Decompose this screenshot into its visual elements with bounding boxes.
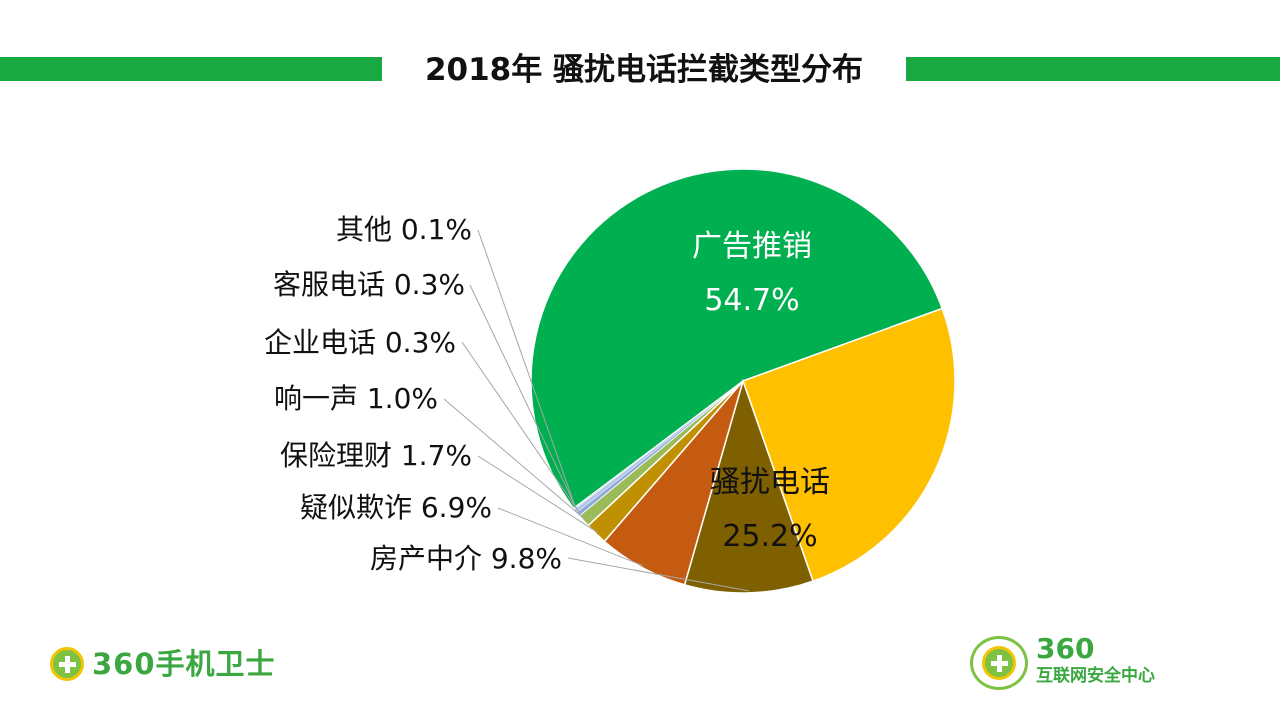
pie-slice-1 [530, 168, 944, 510]
leader-line-8 [469, 284, 578, 510]
pie-slice-9 [573, 380, 744, 510]
slice-label-6: 响一声 1.0% [274, 382, 438, 415]
plus-shield-icon [982, 646, 1016, 680]
360-security-center-logo: 360 互联网安全中心 [970, 634, 1210, 694]
slice-label-9: 其他 0.1% [336, 213, 472, 246]
slice-label-7: 企业电话 0.3% [264, 326, 456, 359]
chart-title: 2018年 骚扰电话拦截类型分布 [424, 52, 864, 88]
title-bar-left [0, 57, 382, 81]
slice-label-1: 广告推销 [692, 229, 812, 264]
logo-right-text: 互联网安全中心 [1036, 666, 1155, 686]
leader-line-7 [461, 341, 580, 514]
slice-label-8: 客服电话 0.3% [273, 268, 465, 301]
slice-label-3: 房产中介 9.8% [370, 542, 562, 575]
leader-line-3 [567, 557, 750, 592]
plus-shield-icon [50, 647, 84, 681]
wreath-icon [970, 636, 1028, 690]
leader-line-6 [443, 398, 586, 520]
leader-line-4 [497, 507, 644, 567]
leader-line-5 [477, 455, 598, 533]
logo-left-text: 360手机卫士 [92, 647, 276, 681]
leader-line-9 [477, 229, 576, 508]
slice-label-4: 疑似欺诈 6.9% [300, 491, 492, 524]
pie-slice-2 [742, 307, 956, 583]
title-bar-right [906, 57, 1280, 81]
360-mobile-guard-logo: 360手机卫士 [50, 645, 330, 685]
slice-value-2: 25.2% [722, 519, 817, 554]
slice-value-1: 54.7% [704, 283, 799, 318]
logo-right-number: 360 [1036, 632, 1095, 665]
pie-slice-3 [683, 378, 814, 594]
slice-label-5: 保险理财 1.7% [280, 439, 472, 472]
slice-label-2: 骚扰电话 [710, 465, 830, 500]
